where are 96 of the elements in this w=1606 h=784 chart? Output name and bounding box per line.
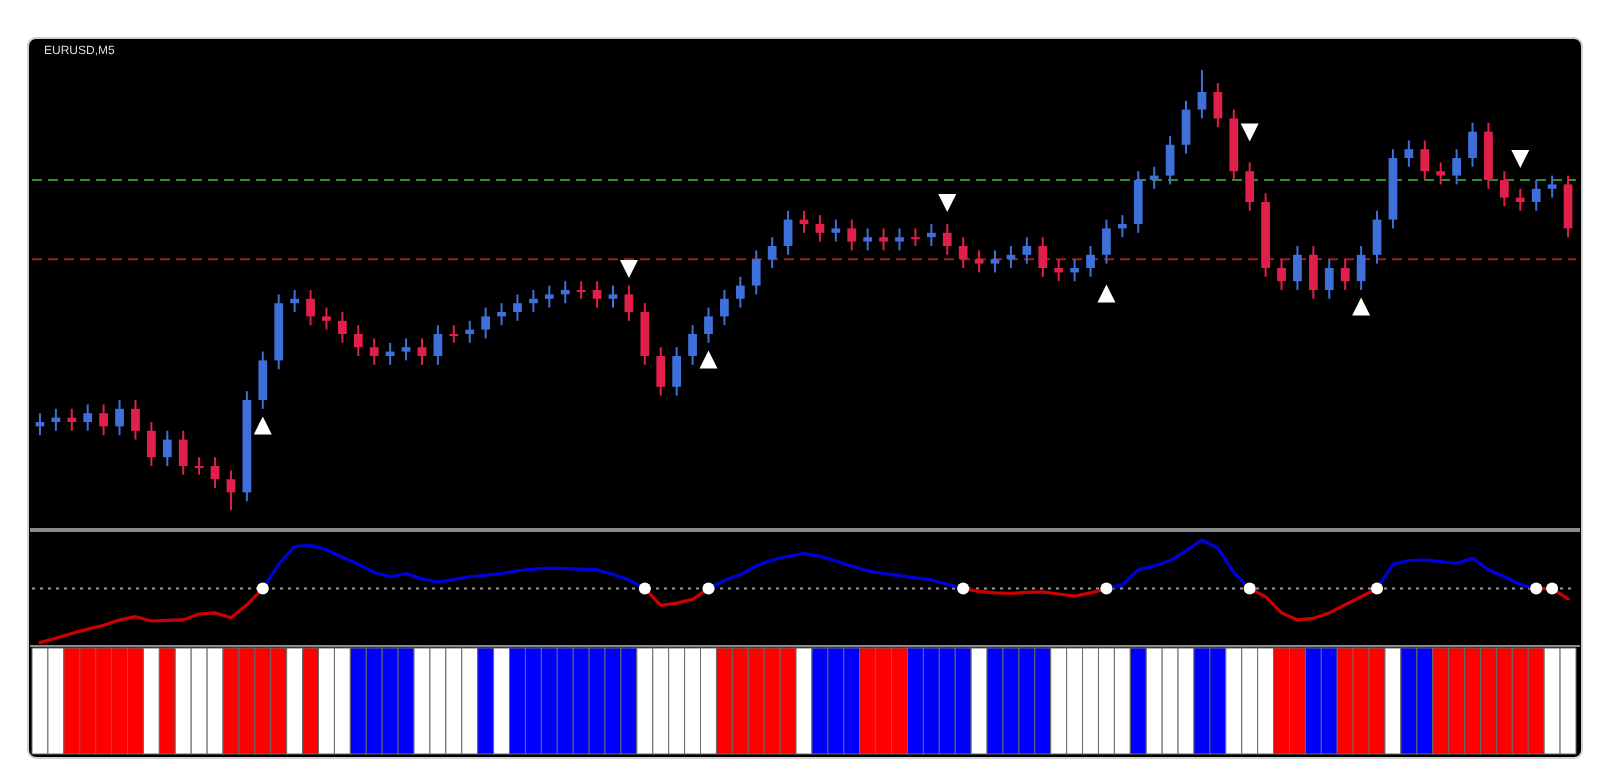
candlestick xyxy=(322,306,331,331)
candlestick xyxy=(1102,218,1111,265)
candlestick xyxy=(688,324,697,366)
candlestick xyxy=(1133,170,1143,234)
candlestick xyxy=(1086,245,1095,278)
candlestick xyxy=(1293,245,1302,291)
candlestick xyxy=(83,403,93,432)
candlestick xyxy=(735,275,745,309)
candlestick xyxy=(1420,139,1430,181)
candlestick xyxy=(417,337,427,366)
candlestick xyxy=(306,289,315,327)
candlestick xyxy=(847,218,857,252)
candlestick xyxy=(974,249,984,274)
candlestick xyxy=(353,324,363,357)
candlestick xyxy=(338,311,347,344)
candlestick xyxy=(926,223,936,247)
candlestick xyxy=(592,280,602,309)
candlestick xyxy=(544,284,554,309)
candlestick xyxy=(194,456,204,476)
candlestick xyxy=(783,209,793,256)
candlestick xyxy=(1499,170,1509,208)
point xyxy=(619,260,638,278)
candlestick xyxy=(401,337,411,362)
candlestick xyxy=(99,403,109,437)
candlestick xyxy=(640,302,650,366)
point xyxy=(1240,123,1259,142)
candlestick xyxy=(831,218,841,243)
point xyxy=(699,350,718,369)
candlestick xyxy=(1436,161,1446,186)
candlestick xyxy=(1356,245,1366,291)
candlestick xyxy=(369,337,379,366)
candlestick xyxy=(131,399,140,441)
candlestick xyxy=(1324,258,1334,300)
candlestick xyxy=(433,324,443,366)
point xyxy=(938,194,957,212)
candlestick xyxy=(1277,258,1286,291)
candlestick xyxy=(990,249,1000,274)
candlestick xyxy=(529,289,538,313)
candlestick xyxy=(1547,174,1557,199)
candlestick xyxy=(1372,209,1382,265)
candlestick xyxy=(1165,135,1175,186)
candlestick xyxy=(115,399,124,437)
candlestick xyxy=(497,302,506,327)
candlestick xyxy=(751,249,761,296)
candlestick xyxy=(1245,161,1255,212)
candlestick xyxy=(1181,99,1191,155)
candlestick xyxy=(576,280,586,300)
candlestick xyxy=(67,407,77,432)
point xyxy=(253,416,272,435)
candlestick xyxy=(385,341,395,366)
point xyxy=(1097,284,1116,303)
candlestick xyxy=(290,289,300,313)
candlestick xyxy=(815,214,825,243)
candlestick xyxy=(226,469,236,511)
candlestick xyxy=(1022,236,1032,265)
candlestick xyxy=(258,350,268,410)
candlestick xyxy=(895,227,904,252)
candlestick xyxy=(911,227,920,247)
candlestick xyxy=(1452,148,1461,186)
candlestick xyxy=(958,236,968,269)
candlestick xyxy=(1340,258,1350,291)
candlestick xyxy=(162,429,172,467)
candlestick xyxy=(863,227,873,252)
candlestick xyxy=(178,429,188,476)
point xyxy=(1352,297,1371,316)
candlestick xyxy=(560,280,570,305)
candlestick xyxy=(1531,179,1541,212)
candlestick xyxy=(513,293,522,322)
candlestick xyxy=(624,284,634,322)
candlestick xyxy=(942,223,952,256)
candlestick xyxy=(481,306,491,340)
candlestick xyxy=(656,346,666,397)
candlestick xyxy=(720,289,729,327)
candlestick xyxy=(608,284,618,309)
point xyxy=(1511,150,1530,168)
candlestick xyxy=(1197,69,1207,120)
candlestick xyxy=(1515,187,1525,212)
candlestick xyxy=(1404,139,1414,168)
candlestick xyxy=(1213,82,1223,129)
candlestick xyxy=(879,227,888,252)
candlestick xyxy=(672,346,682,397)
candlestick xyxy=(51,407,61,432)
candlestick xyxy=(210,456,220,489)
candlestick xyxy=(1038,236,1048,278)
candlestick xyxy=(147,421,156,467)
candlestick xyxy=(767,236,777,269)
candlestick xyxy=(1070,258,1079,283)
candlestick xyxy=(1117,214,1127,239)
candlestick xyxy=(1308,245,1318,300)
candlestick xyxy=(1149,165,1159,190)
candlestick xyxy=(1468,121,1477,168)
candlestick xyxy=(704,306,713,344)
candlestick xyxy=(449,324,459,344)
candlestick xyxy=(1054,258,1064,283)
candlestick xyxy=(1563,174,1573,239)
candlestick xyxy=(465,319,475,344)
